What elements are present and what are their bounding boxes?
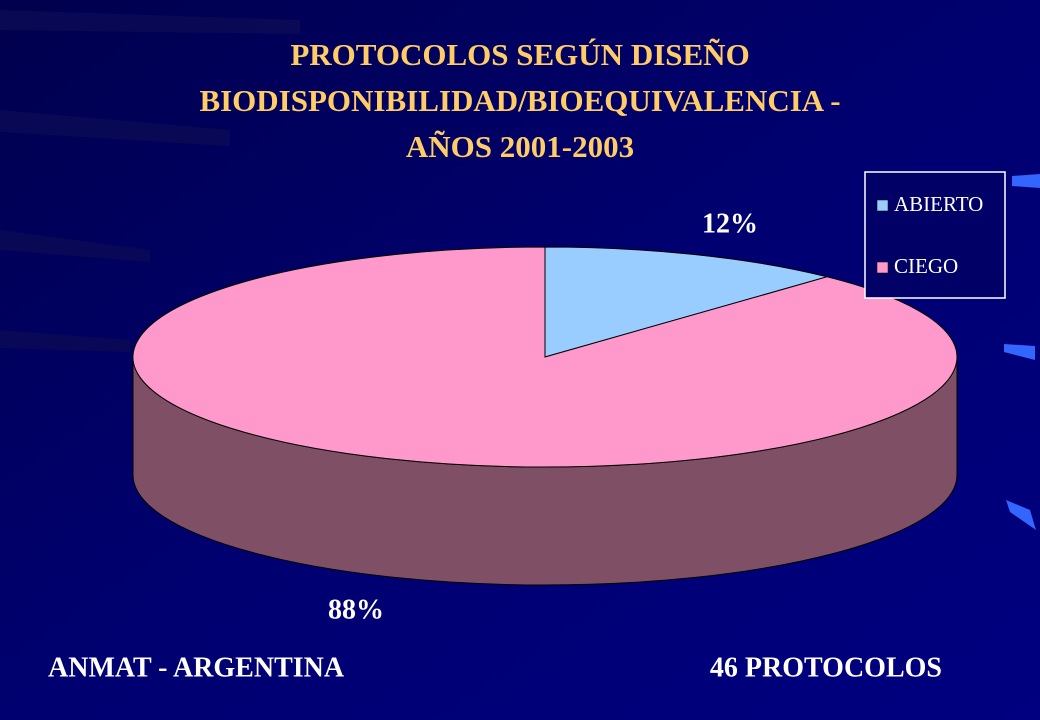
title: PROTOCOLOS SEGÚN DISEÑO BIODISPONIBILIDAD… <box>199 37 840 164</box>
legend-swatch <box>876 261 889 274</box>
decor-stripes <box>0 10 300 352</box>
legend-swatch <box>876 199 889 212</box>
legend: ABIERTO CIEGO <box>876 192 983 278</box>
slice <box>132 246 958 468</box>
slice <box>544 246 829 358</box>
legend-box <box>864 171 1006 299</box>
title-line: PROTOCOLOS SEGÚN DISEÑO <box>290 37 749 72</box>
legend-label: CIEGO <box>894 254 958 278</box>
source-note: ANMAT - ARGENTINA <box>48 652 345 683</box>
legend-label: ABIERTO <box>894 192 983 216</box>
title-line: AÑOS 2001-2003 <box>406 129 634 164</box>
pie-chart: 12% 88% <box>132 208 958 625</box>
title-line: BIODISPONIBILIDAD/BIOEQUIVALENCIA - <box>199 83 840 118</box>
decor-marks <box>1004 174 1040 530</box>
data-label: 88% <box>328 594 384 625</box>
count-note: 46 PROTOCOLOS <box>710 652 942 683</box>
data-label: 12% <box>702 208 758 239</box>
